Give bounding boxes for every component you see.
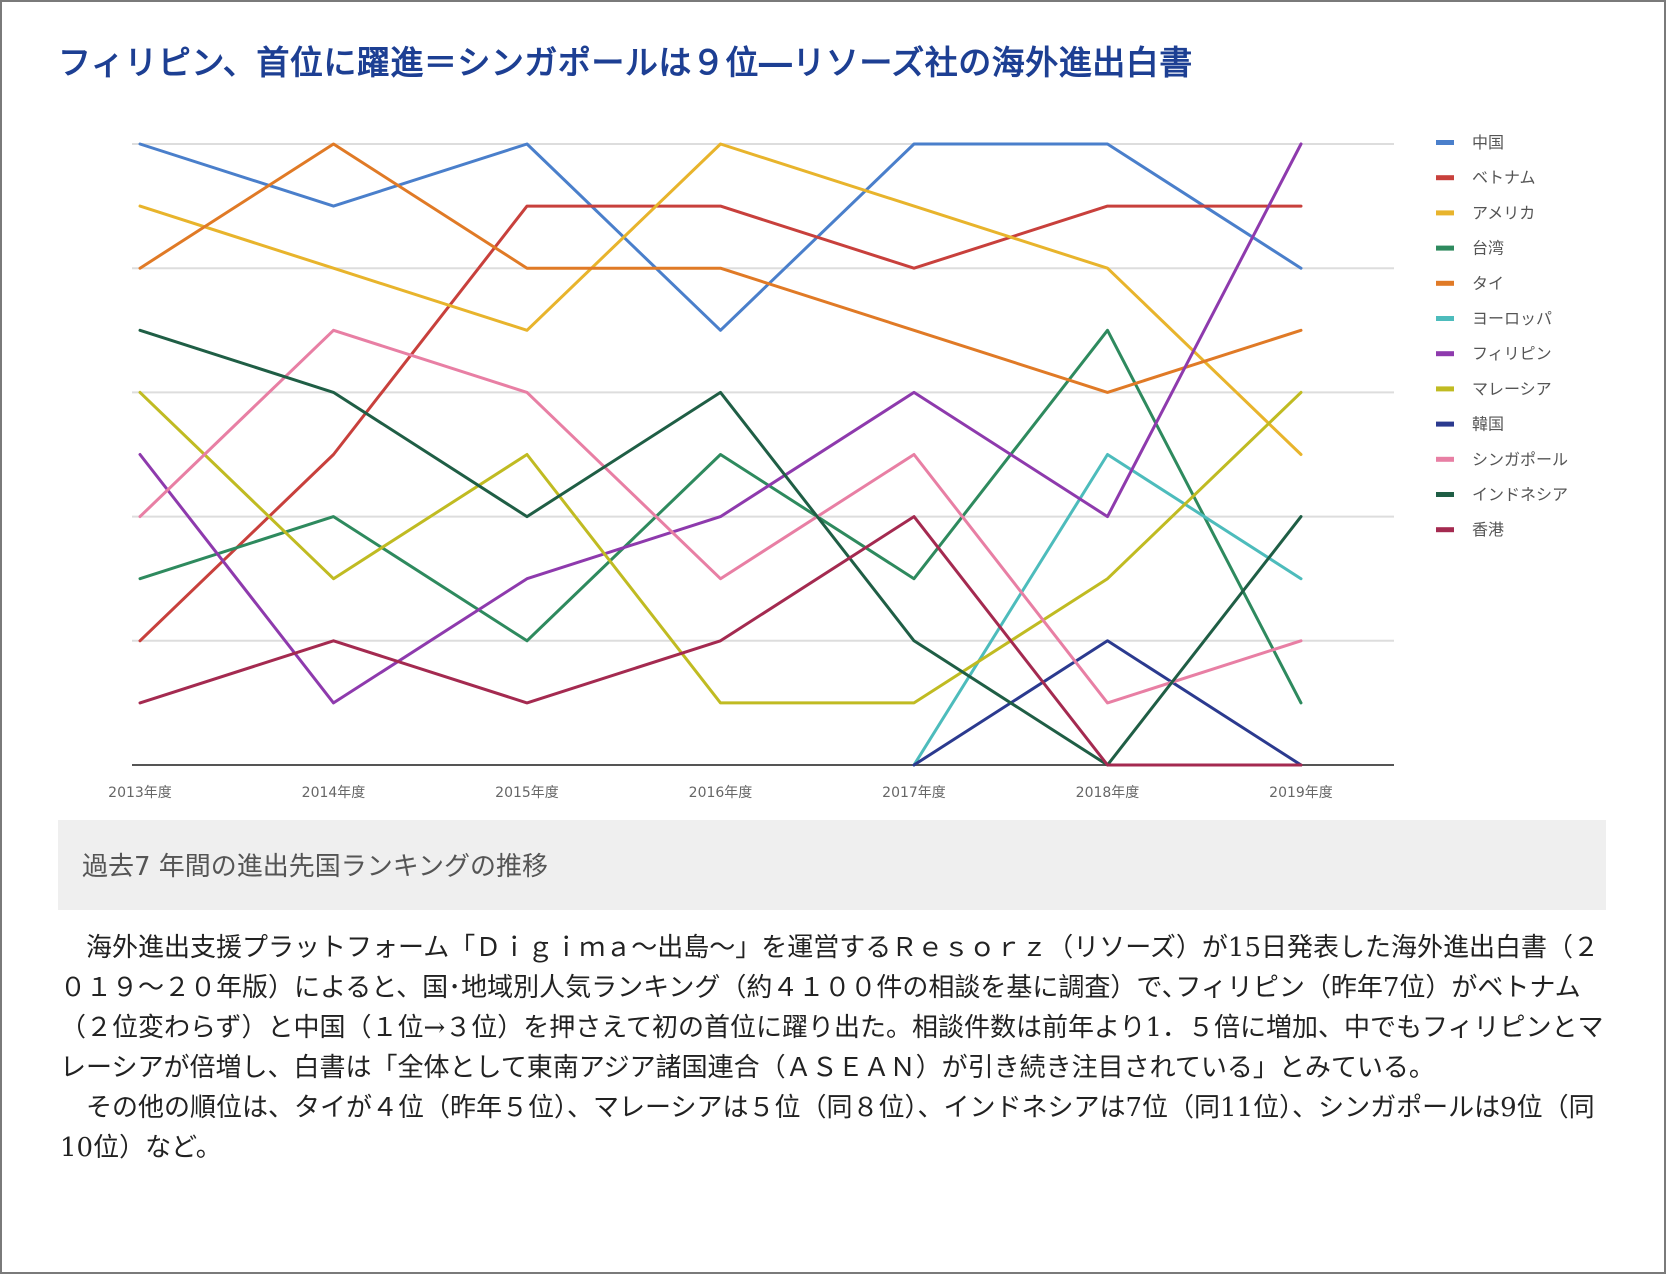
x-tick-label: 2015年度	[495, 785, 559, 801]
series-line-11	[138, 515, 1303, 767]
series-line-10	[138, 328, 1303, 767]
legend-label: 台湾	[1472, 239, 1504, 258]
legend-swatch	[1436, 527, 1454, 533]
series-line-9	[138, 328, 1303, 705]
legend-label: アメリカ	[1472, 203, 1535, 222]
legend-label: マレーシア	[1472, 379, 1552, 398]
body-paragraph-1: 海外進出支援プラットフォーム「Ｄｉｇｉｍａ～出島～」を運営するＲｅｓｏｒｚ（リソ…	[60, 933, 1604, 1083]
legend-swatch	[1436, 351, 1454, 357]
series-line-7	[138, 390, 1303, 705]
series-line-3	[138, 328, 1303, 705]
legend-swatch	[1436, 492, 1454, 497]
legend-swatch	[1436, 245, 1454, 251]
headline: フィリピン、首位に躍進＝シンガポールは９位―リソーズ社の海外進出白書	[58, 43, 1193, 82]
article-body: 海外進出支援プラットフォーム「Ｄｉｇｉｍａ～出島～」を運営するＲｅｓｏｒｚ（リソ…	[60, 928, 1620, 1168]
series-line-8	[912, 639, 1303, 767]
x-tick-label: 2013年度	[108, 785, 172, 801]
legend-swatch	[1436, 175, 1454, 181]
ranking-line-chart: 2013年度 2014年度 2015年度 2016年度 2017年度 2018年度 2019…	[108, 133, 1568, 801]
series-line-5	[912, 453, 1303, 767]
legend-swatch	[1436, 280, 1454, 286]
legend-label: 中国	[1472, 133, 1504, 152]
series-line-4	[138, 142, 1303, 394]
legend-label: 韓国	[1472, 415, 1504, 434]
series-line-2	[138, 142, 1303, 456]
series-line-6	[138, 142, 1303, 705]
legend-swatch	[1436, 140, 1454, 145]
x-tick-label: 2018年度	[1076, 785, 1140, 801]
legend-swatch	[1436, 210, 1454, 216]
legend-label: インドネシア	[1472, 485, 1568, 504]
x-tick-label: 2019年度	[1269, 785, 1333, 801]
legend-swatch	[1436, 316, 1454, 321]
legend-label: 香港	[1472, 520, 1504, 539]
legend-label: タイ	[1472, 274, 1504, 293]
legend-swatch	[1436, 421, 1454, 427]
series-line-0	[138, 142, 1303, 332]
series-line-1	[138, 204, 1303, 643]
legend-swatch	[1436, 386, 1454, 392]
legend-label: ヨーロッパ	[1472, 309, 1552, 328]
legend-label: フィリピン	[1472, 344, 1552, 363]
x-tick-label: 2017年度	[882, 785, 946, 801]
body-paragraph-2: その他の順位は、タイが４位（昨年５位）、マレーシアは５位（同８位）、インドネシア…	[60, 1093, 1595, 1163]
legend-swatch	[1436, 456, 1454, 462]
legend-label: ベトナム	[1472, 168, 1536, 187]
x-tick-label: 2016年度	[689, 785, 753, 801]
chart-caption-box: 過去7 年間の進出先国ランキングの推移	[58, 820, 1606, 910]
legend-label: シンガポール	[1472, 450, 1568, 469]
x-tick-label: 2014年度	[302, 785, 366, 801]
chart-caption: 過去7 年間の進出先国ランキングの推移	[82, 852, 549, 882]
